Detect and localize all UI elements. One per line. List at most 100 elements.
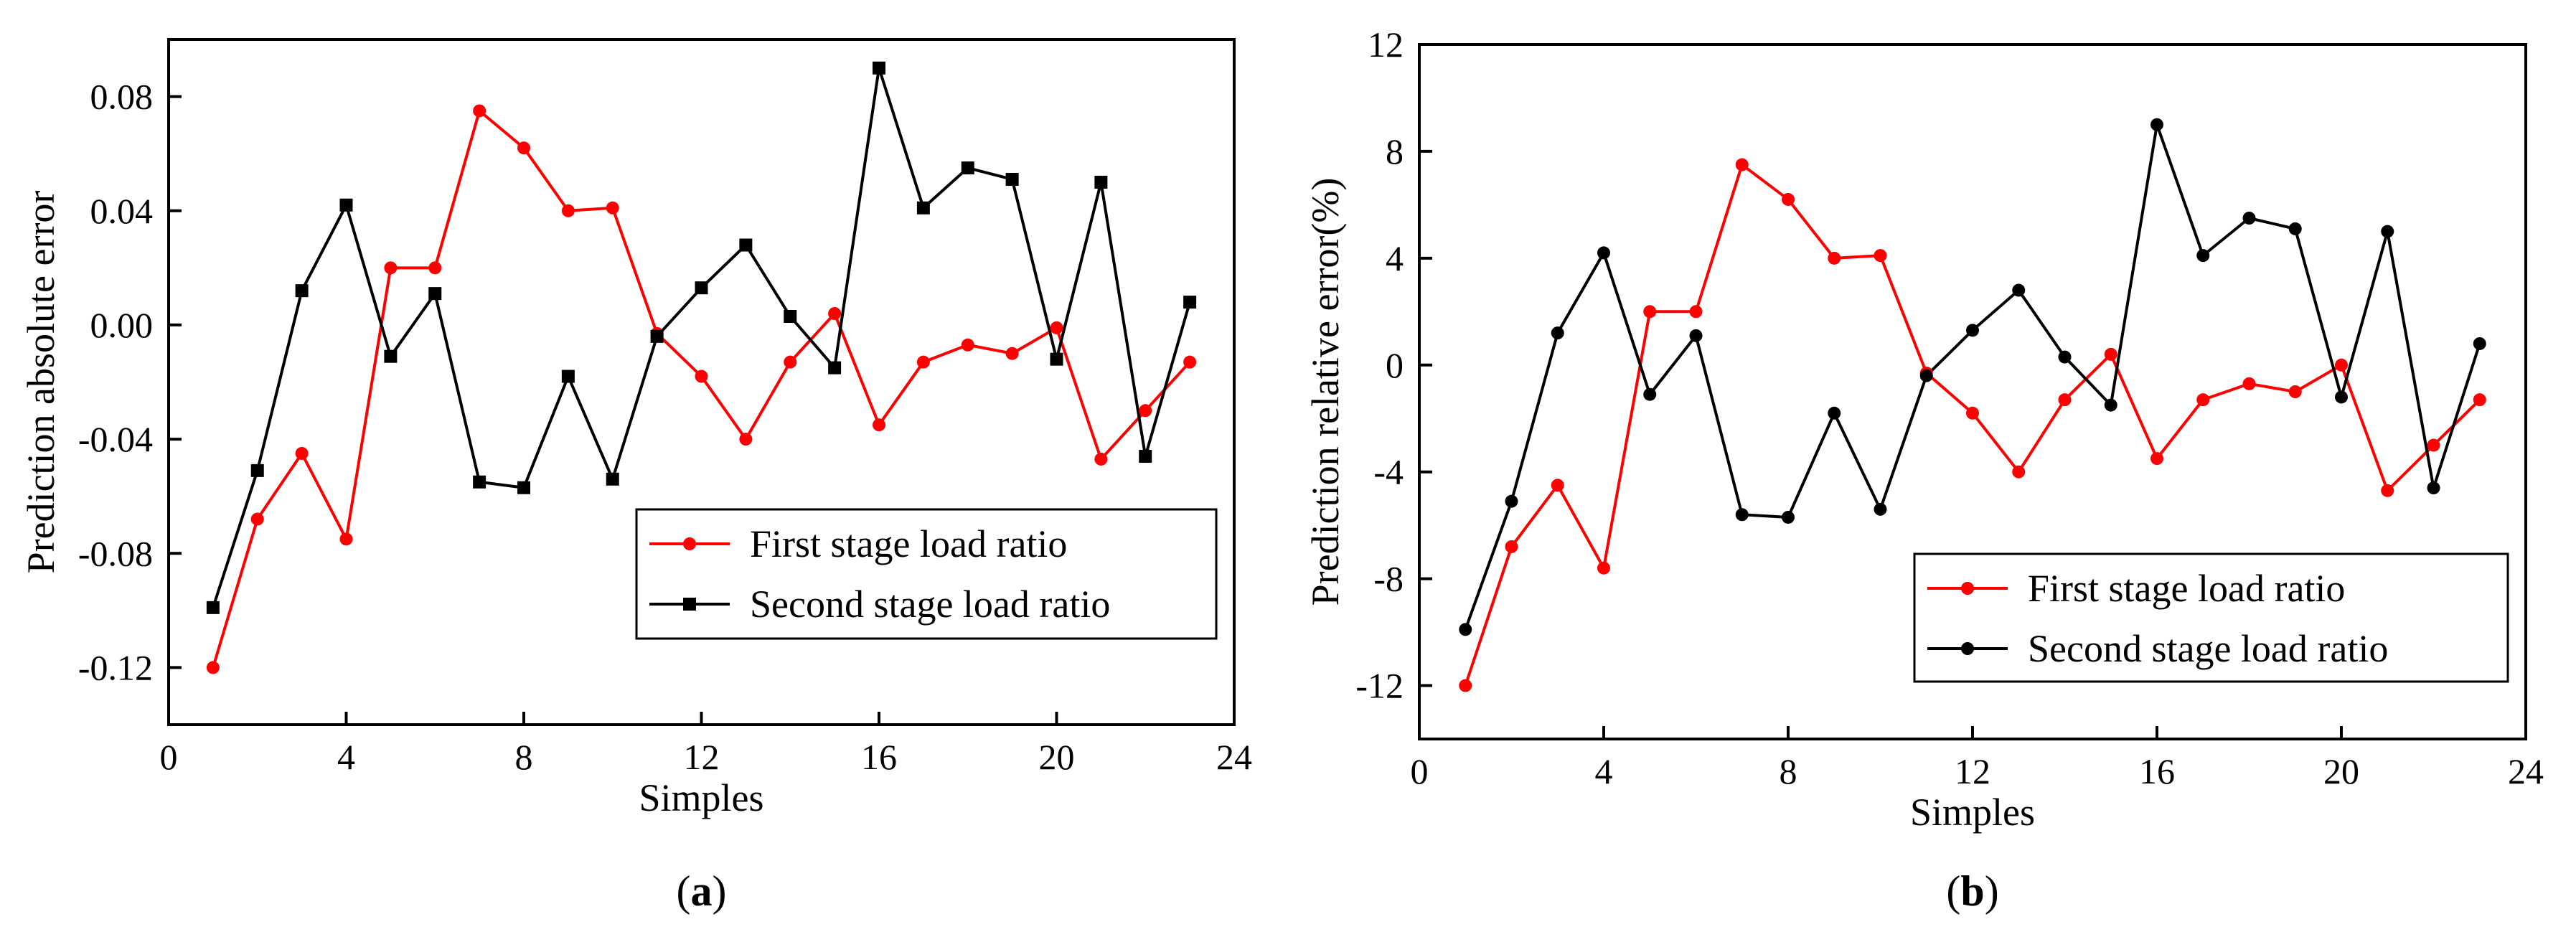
data-point-a-0-5: [428, 261, 442, 275]
legend-marker-first-stage-b: [1961, 582, 1974, 595]
data-point-a-1-6: [473, 475, 486, 489]
data-point-b-1-22: [2473, 336, 2486, 350]
x-tick-label-b-4: 16: [2139, 751, 2175, 791]
data-point-b-1-7: [1782, 510, 1795, 524]
legend-marker-first-stage-a: [683, 537, 696, 550]
data-point-a-1-16: [916, 201, 930, 215]
y-tick-label-a-4: 0.04: [90, 191, 154, 231]
chart-panel-b: 0 4 8 12 16 20 24 -12 -8 -4 0 4 8 12 Simples Predicti…: [1304, 24, 2544, 915]
y-tick-label-b-0: -12: [1355, 666, 1404, 706]
data-point-b-0-4: [1643, 305, 1657, 319]
data-point-a-0-16: [916, 355, 930, 369]
y-tick-label-b-2: -4: [1373, 452, 1404, 492]
series-layer-b: [1459, 118, 2486, 692]
data-point-b-0-21: [2427, 438, 2440, 452]
data-point-a-1-2: [295, 284, 309, 298]
data-point-a-1-12: [739, 238, 753, 252]
x-tick-label-b-2: 8: [1780, 751, 1797, 791]
caption-open-paren-a: (: [677, 867, 691, 915]
data-point-b-0-0: [1459, 679, 1472, 692]
data-point-b-1-13: [2058, 350, 2072, 364]
data-point-a-0-8: [561, 204, 575, 217]
data-point-b-0-17: [2242, 377, 2256, 390]
y-tick-label-b-6: 12: [1368, 24, 1404, 65]
data-point-b-1-16: [2196, 249, 2210, 263]
y-axis-title-a: Prediction absolute error: [19, 191, 62, 574]
data-point-b-0-11: [1966, 406, 1979, 420]
legend-label-first-stage-b: First stage load ratio: [2028, 567, 2345, 610]
data-point-b-0-9: [1874, 249, 1887, 263]
data-point-a-0-11: [695, 369, 708, 383]
y-tick-label-a-1: -0.08: [78, 533, 153, 573]
data-point-a-0-14: [828, 307, 842, 320]
x-tick-label-a-3: 12: [684, 737, 720, 777]
data-point-b-1-12: [2012, 283, 2026, 297]
data-point-b-0-8: [1828, 251, 1841, 265]
data-point-a-1-22: [1183, 296, 1197, 309]
data-point-b-0-19: [2335, 358, 2348, 372]
x-axis-title-a: Simples: [639, 776, 763, 819]
data-point-a-1-18: [1005, 172, 1019, 186]
data-point-a-1-3: [339, 198, 353, 212]
data-point-a-1-5: [428, 287, 442, 301]
data-point-b-0-14: [2104, 347, 2117, 361]
legend-box-b: [1913, 552, 2509, 683]
data-point-a-1-20: [1094, 175, 1108, 189]
data-point-a-1-15: [873, 61, 885, 75]
data-point-a-1-14: [828, 361, 842, 375]
caption-close-paren-a: ): [713, 867, 727, 915]
data-point-b-1-20: [2381, 225, 2394, 238]
data-point-b-1-15: [2150, 118, 2163, 131]
data-point-b-0-2: [1551, 479, 1564, 492]
caption-a: (a): [677, 867, 727, 915]
data-point-a-1-1: [250, 463, 264, 477]
x-tick-label-a-4: 16: [861, 737, 897, 777]
data-point-b-0-22: [2473, 393, 2486, 407]
data-point-a-0-0: [206, 661, 220, 674]
tick-layer-a: 0 4 8 12 16 20 24 -0.12 -0.08 -0.04 0.00 0.04 0.08: [78, 77, 1252, 777]
data-point-b-1-1: [1505, 494, 1518, 508]
data-point-a-0-18: [1005, 347, 1019, 360]
plot-frame-b: [1418, 43, 2527, 740]
data-point-a-0-15: [873, 418, 885, 432]
legend-label-second-stage-b: Second stage load ratio: [2028, 627, 2388, 670]
y-tick-label-a-3: 0.00: [90, 305, 154, 345]
caption-letter-b: b: [1960, 867, 1984, 915]
data-point-b-1-18: [2288, 222, 2302, 235]
data-point-a-0-22: [1183, 355, 1197, 369]
y-tick-label-b-4: 4: [1386, 238, 1404, 278]
x-tick-label-b-1: 4: [1595, 751, 1613, 791]
data-point-a-1-9: [606, 472, 619, 486]
legend-label-first-stage-a: First stage load ratio: [750, 522, 1067, 565]
x-tick-label-a-6: 24: [1216, 737, 1252, 777]
data-point-b-1-6: [1735, 508, 1749, 522]
data-point-b-0-7: [1782, 192, 1795, 206]
y-tick-label-b-5: 8: [1386, 131, 1404, 171]
data-point-b-1-21: [2427, 481, 2440, 495]
data-point-b-1-19: [2335, 390, 2348, 404]
data-point-a-0-1: [250, 512, 264, 526]
x-tick-label-b-5: 20: [2323, 751, 2359, 791]
data-point-a-0-3: [339, 532, 353, 546]
data-point-b-1-9: [1874, 502, 1887, 516]
data-point-a-1-21: [1139, 449, 1152, 463]
plot-frame-a: [167, 38, 1236, 726]
data-point-b-1-4: [1643, 387, 1657, 401]
data-point-b-1-8: [1828, 406, 1841, 420]
x-tick-label-a-2: 8: [515, 737, 533, 777]
y-tick-label-a-0: -0.12: [78, 647, 153, 687]
data-point-a-0-4: [384, 261, 398, 275]
data-point-a-1-0: [206, 601, 220, 614]
data-point-a-0-6: [473, 104, 486, 118]
data-point-b-1-11: [1966, 324, 1979, 337]
caption-letter-a: a: [691, 867, 713, 915]
data-point-a-1-17: [961, 161, 974, 175]
data-point-a-1-8: [561, 369, 575, 383]
data-point-b-1-10: [1919, 369, 1933, 382]
series-layer-a: [206, 61, 1197, 674]
caption-close-paren-b: ): [1985, 867, 1999, 915]
data-point-a-1-7: [517, 481, 530, 494]
x-tick-label-a-1: 4: [337, 737, 355, 777]
data-point-b-0-1: [1505, 540, 1518, 553]
data-point-b-0-12: [2012, 465, 2026, 479]
